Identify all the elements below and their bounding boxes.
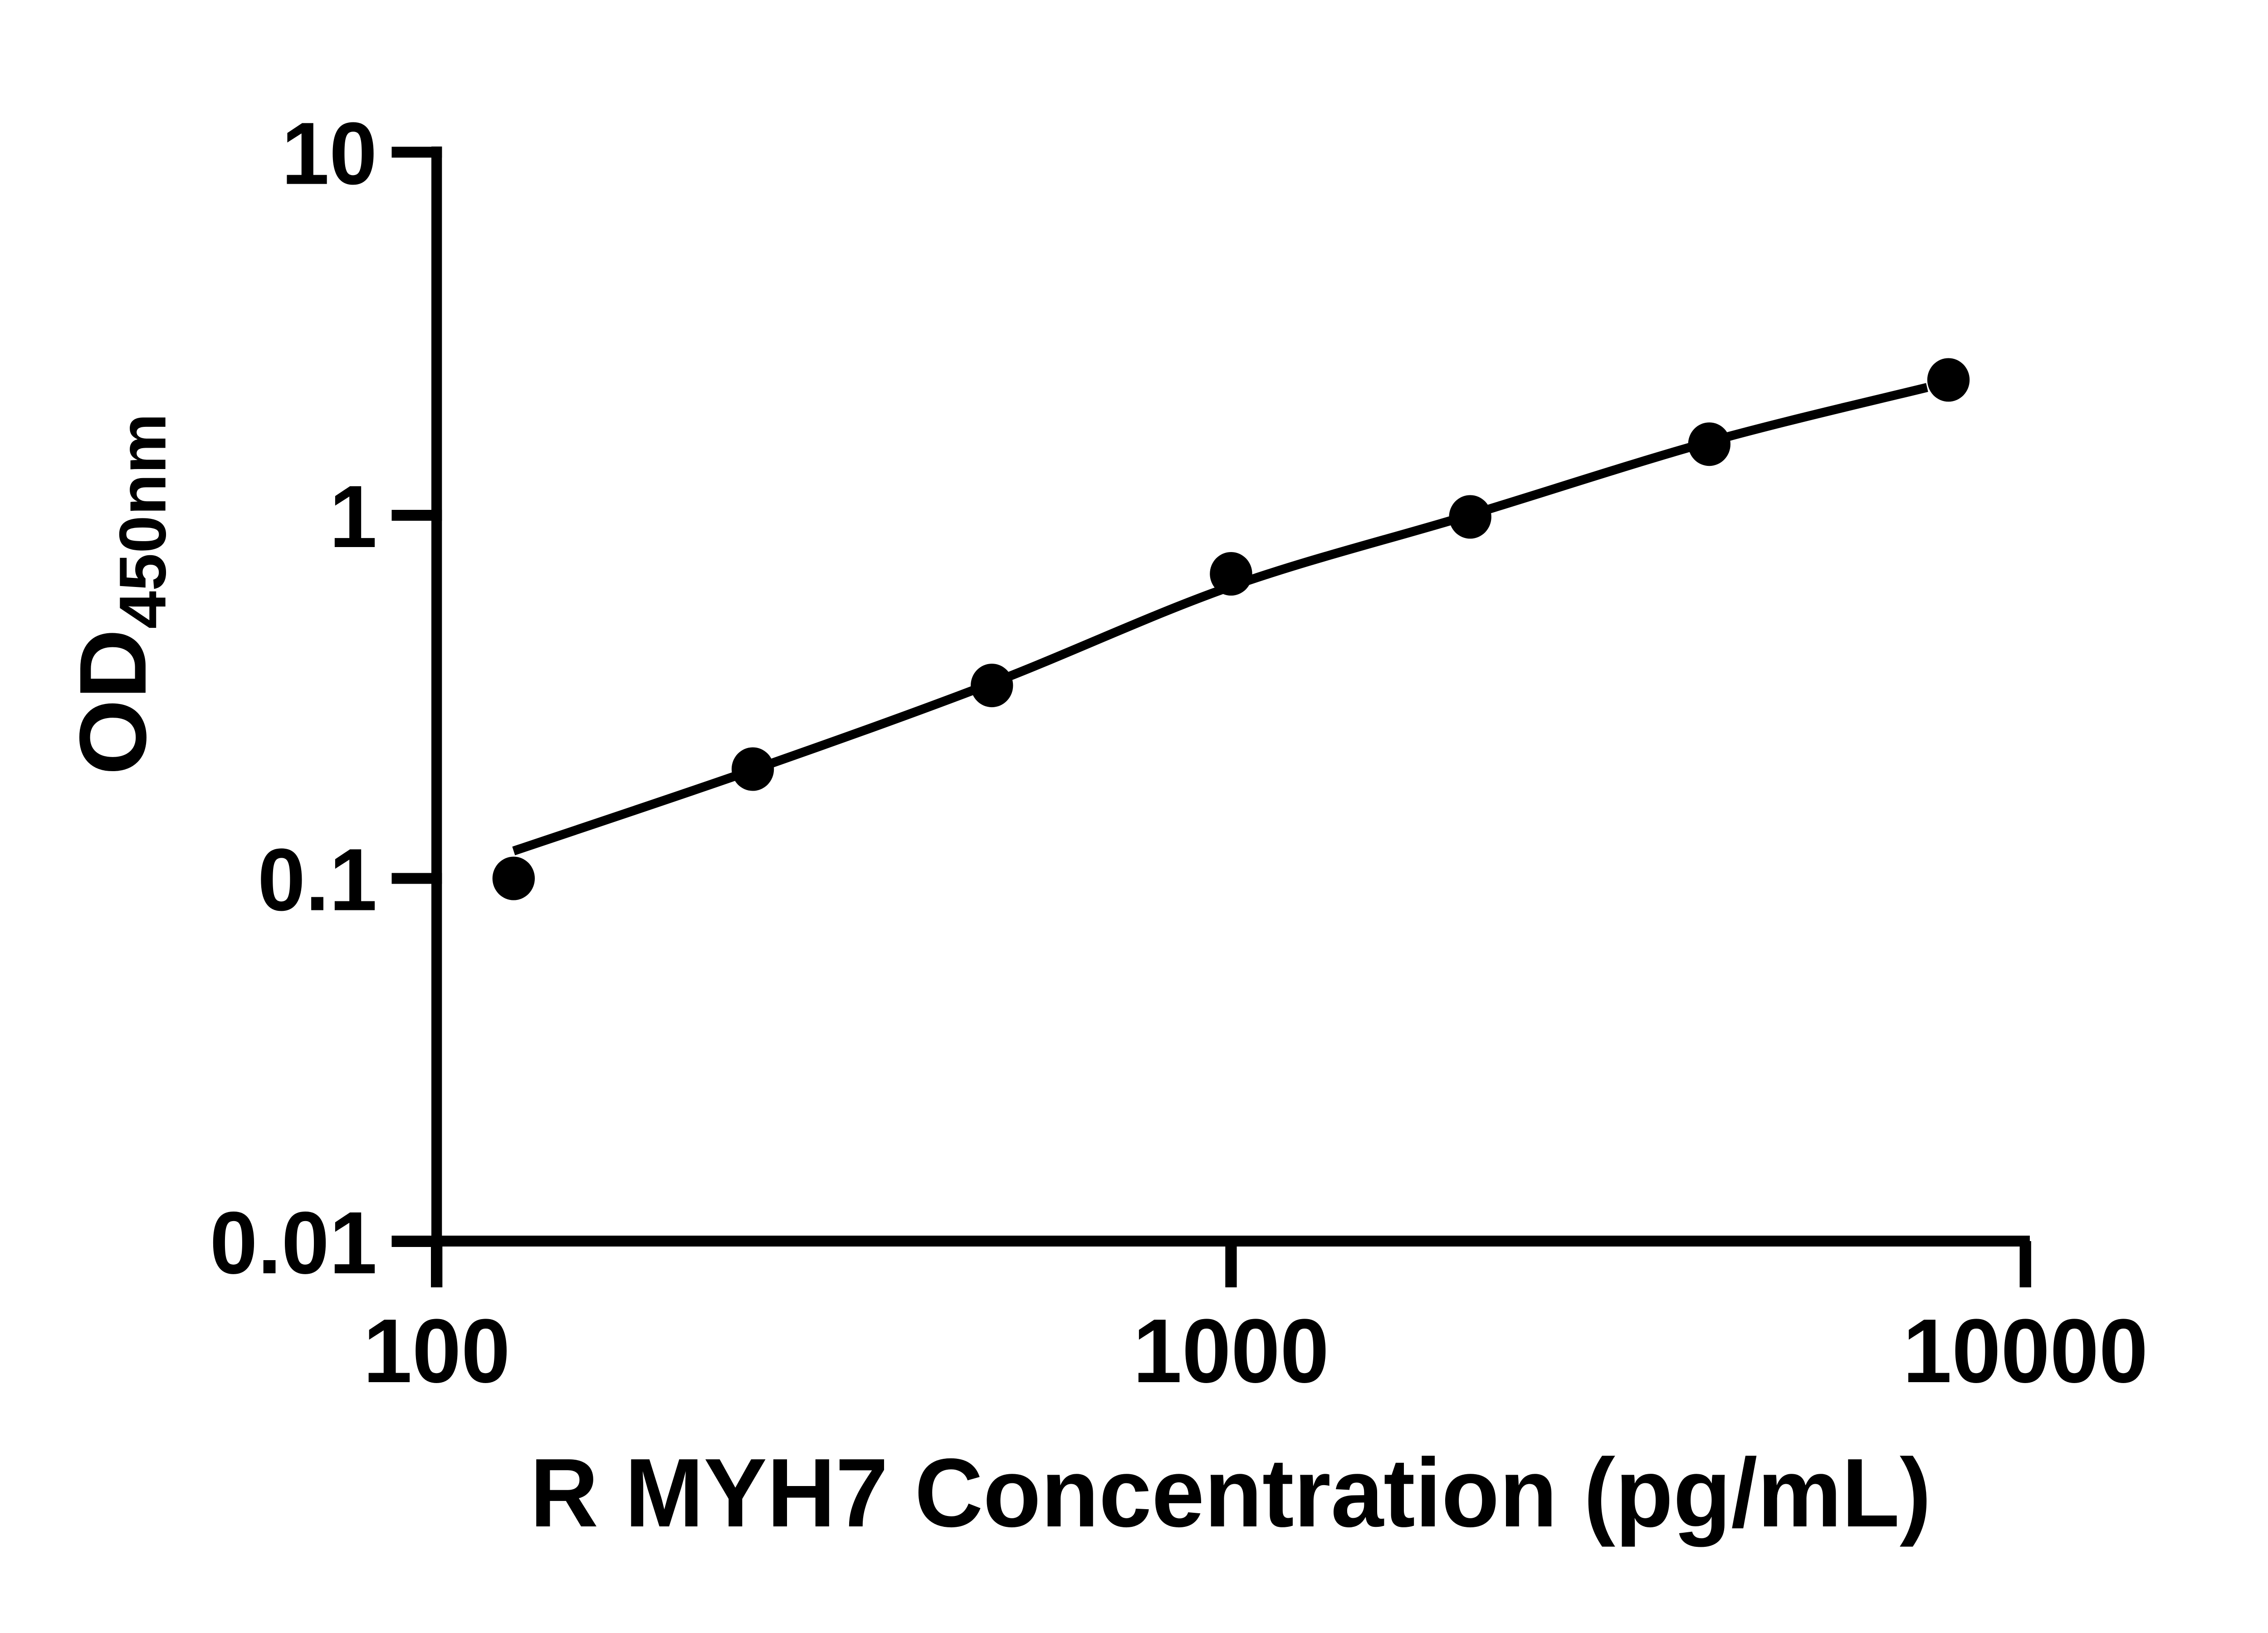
data-point <box>731 747 774 791</box>
y-axis-tick-labels: 10 1 0.1 0.01 <box>210 104 377 1292</box>
data-point <box>1449 495 1491 539</box>
y-axis-title-subscript: 450nm <box>106 413 180 629</box>
data-point <box>1927 358 1970 402</box>
y-tick-label: 0.01 <box>210 1193 377 1292</box>
data-point <box>971 664 1013 708</box>
axis-ticks <box>391 147 2031 1287</box>
y-tick-label: 10 <box>281 104 377 203</box>
y-axis-title-main: OD <box>60 629 166 775</box>
y-tick-label: 0.1 <box>258 830 377 929</box>
x-tick-label: 1000 <box>1133 1300 1330 1402</box>
data-point <box>492 856 535 900</box>
x-axis-tick-labels: 100 1000 10000 <box>363 1300 2148 1402</box>
y-axis-title: OD450nm <box>60 413 180 775</box>
data-point-series <box>492 358 1970 900</box>
data-point <box>1210 552 1252 596</box>
x-tick-label: 10000 <box>1903 1300 2148 1402</box>
x-tick-label: 100 <box>363 1300 510 1402</box>
data-point <box>1688 422 1730 466</box>
x-axis-title: R MYH7 Concentration (pg/mL) <box>530 1438 1931 1547</box>
y-tick-label: 1 <box>329 467 377 566</box>
